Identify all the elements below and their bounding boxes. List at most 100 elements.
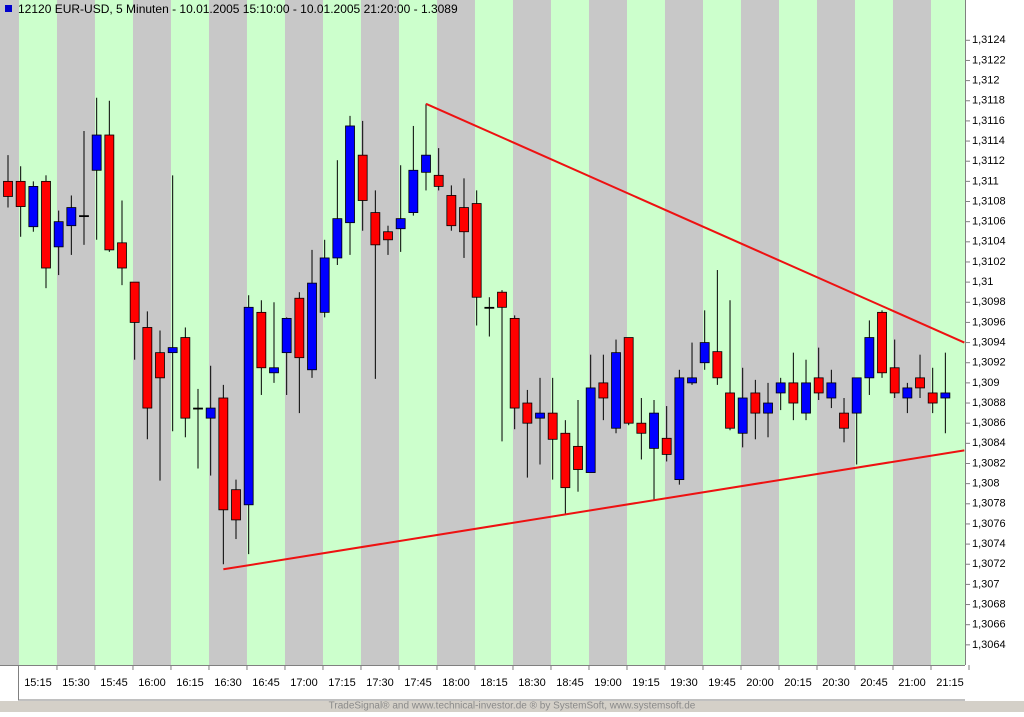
candle-body (395, 218, 406, 230)
y-tick-label: 1,3104 (972, 236, 1006, 248)
y-tick-label: 1,3114 (972, 135, 1005, 147)
candle-body (864, 337, 875, 379)
candle-body (28, 186, 39, 228)
title-icon (5, 5, 12, 12)
candle-body (167, 347, 178, 354)
candle-body (712, 351, 723, 379)
stripe (18, 0, 57, 665)
x-tick-label: 19:00 (594, 677, 622, 689)
candle-body (193, 407, 203, 410)
stripe (702, 0, 741, 665)
x-tick-label: 18:00 (442, 677, 470, 689)
axes: 15:15 15:30 15:45 16:00 16:15 16:30 16:45 17:00… (24, 34, 1005, 689)
y-tick-label: 1,312 (972, 75, 1000, 87)
candle-body (319, 257, 330, 313)
candle-body (256, 311, 267, 369)
candle-body (408, 169, 419, 213)
candle-body (915, 377, 925, 389)
stripe (550, 0, 589, 665)
x-tick-label: 21:00 (898, 677, 926, 689)
stripe (778, 0, 817, 665)
candle-body (471, 203, 482, 298)
candle-body (269, 367, 279, 374)
x-tick-label: 16:45 (252, 677, 280, 689)
x-tick-label: 15:45 (100, 677, 128, 689)
x-tick-label: 20:30 (822, 677, 850, 689)
candle-body (41, 180, 51, 269)
candle-body (877, 311, 887, 374)
y-tick-label: 1,3124 (972, 34, 1006, 46)
x-tick-label: 17:00 (290, 677, 318, 689)
candle-body (79, 215, 89, 218)
stripe (474, 0, 513, 665)
y-tick-label: 1,3066 (972, 619, 1006, 631)
y-tick-label: 1,3108 (972, 195, 1006, 207)
candle-body (839, 412, 849, 429)
candle-body (611, 352, 621, 429)
x-axis-area (0, 665, 1024, 701)
chart-title: 12120 EUR-USD, 5 Minuten - 10.01.2005 15… (18, 2, 458, 16)
candle-body (826, 382, 837, 399)
candle-body (421, 154, 431, 173)
candle-body (813, 377, 824, 394)
trendline (425, 102, 965, 344)
candle-body (66, 207, 77, 227)
candle-body (763, 402, 773, 414)
candle-body (623, 337, 634, 424)
candle-body (801, 382, 811, 414)
x-tick-label: 20:00 (746, 677, 774, 689)
candle-body (231, 489, 241, 521)
x-tick-label: 15:15 (24, 677, 52, 689)
candle-body (851, 377, 862, 414)
candle-body (927, 392, 938, 404)
candle-body (117, 242, 127, 269)
stripe (398, 0, 437, 665)
y-tick-label: 1,3082 (972, 457, 1006, 469)
stripe (854, 0, 893, 665)
x-tick-label: 16:00 (138, 677, 166, 689)
y-tick-label: 1,3088 (972, 397, 1006, 409)
candle-body (433, 174, 444, 187)
stripe (322, 0, 361, 665)
trendline (223, 449, 965, 571)
candle-body (243, 306, 254, 506)
candle-body (636, 422, 647, 434)
candle-body (91, 134, 102, 171)
candle-body (737, 397, 748, 434)
candle-body (889, 367, 900, 394)
y-tick-label: 1,3094 (972, 336, 1006, 348)
candle-body (902, 387, 913, 399)
candle-body (53, 221, 64, 248)
candle-body (547, 412, 558, 440)
y-tick-label: 1,311 (972, 175, 999, 187)
x-tick-label: 20:45 (860, 677, 888, 689)
x-tick-label: 17:45 (404, 677, 432, 689)
candle-body (687, 377, 697, 384)
candle-body (649, 412, 659, 449)
x-tick-label: 19:30 (670, 677, 698, 689)
candle-body (509, 317, 520, 409)
y-tick-label: 1,3092 (972, 357, 1006, 369)
candle-body (15, 180, 26, 207)
candle-body (294, 297, 305, 359)
candle-body (585, 387, 596, 473)
candle-body (104, 134, 115, 251)
stripe (930, 0, 969, 665)
candle-body (940, 392, 951, 399)
candle-body (218, 397, 229, 511)
footer: TradeSignal® and www.technical-investor.… (329, 701, 696, 712)
y-tick-label: 1,3106 (972, 216, 1006, 228)
x-tick-label: 19:45 (708, 677, 736, 689)
candle-body (3, 180, 13, 197)
y-tick-label: 1,308 (972, 478, 1000, 490)
y-tick-label: 1,31 (972, 276, 993, 288)
candle-body (332, 218, 343, 259)
plot (3, 97, 965, 571)
candle-body (357, 154, 368, 201)
candle-body (484, 306, 495, 309)
candle-body (699, 342, 710, 364)
candle-body (370, 212, 381, 246)
x-tick-label: 16:30 (214, 677, 242, 689)
